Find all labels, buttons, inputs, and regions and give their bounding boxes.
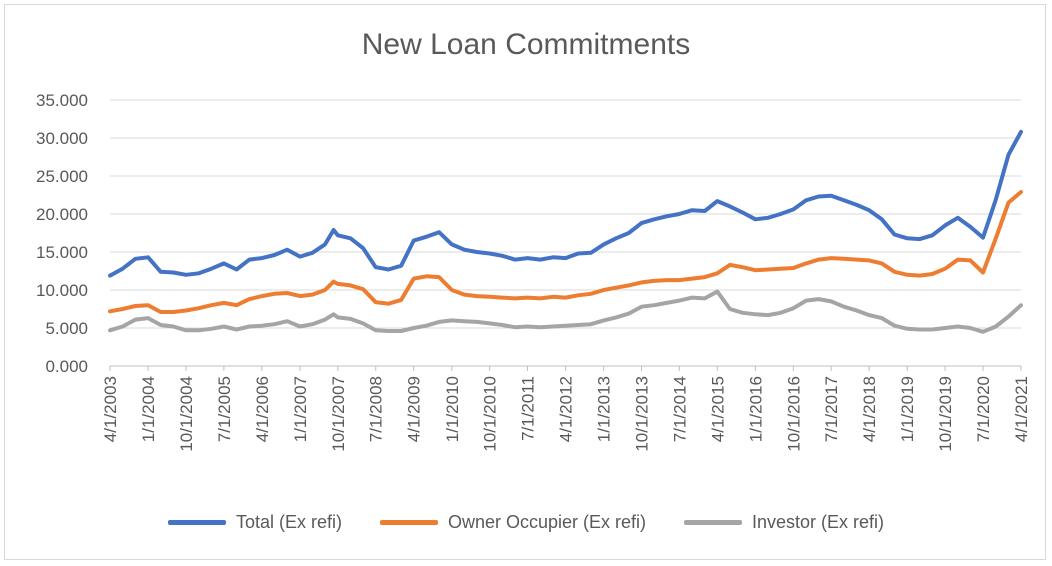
x-tick-label: 4/1/2012 [557, 376, 576, 442]
x-axis-ticks: 4/1/2003 1/1/2004 10/1/2004 7/1/2005 4/1/200… [101, 366, 1031, 452]
gridlines [110, 99, 1021, 367]
x-tick-label: 10/1/2019 [936, 376, 955, 452]
x-tick-label: 7/1/2005 [215, 376, 234, 442]
x-tick-label: 7/1/2014 [670, 376, 689, 442]
x-tick-label: 7/1/2008 [367, 376, 386, 442]
x-tick-label: 1/1/2004 [139, 376, 158, 442]
x-tick-label: 1/1/2013 [595, 376, 614, 442]
x-tick-label: 7/1/2017 [822, 376, 841, 442]
legend-label-owner-occupier: Owner Occupier (Ex refi) [447, 512, 647, 532]
legend-swatch-total [167, 520, 226, 525]
x-tick-label: 7/1/2011 [518, 376, 537, 441]
y-tick-label: 0.000 [45, 357, 88, 376]
y-tick-label: 30.000 [36, 129, 88, 148]
y-tick-label: 35.000 [36, 91, 88, 110]
legend-item-investor: Investor (Ex refi) [684, 512, 884, 533]
chart-frame [4, 4, 1046, 560]
y-tick-label: 10.000 [36, 281, 88, 300]
legend-label-investor: Investor (Ex refi) [752, 512, 885, 532]
x-tick-label: 1/1/2007 [291, 376, 310, 442]
x-tick-label: 10/1/2004 [177, 376, 196, 452]
x-tick-label: 4/1/2021 [1012, 376, 1031, 442]
legend-item-owner-occupier: Owner Occupier (Ex refi) [379, 512, 647, 533]
series-line-2 [108, 289, 1023, 334]
x-tick-label: 1/1/2016 [746, 376, 765, 442]
y-tick-label: 25.000 [36, 167, 88, 186]
legend-label-total: Total (Ex refi) [235, 512, 342, 532]
x-tick-label: 4/1/2009 [405, 376, 424, 442]
x-tick-label: 7/1/2020 [974, 376, 993, 442]
y-tick-label: 15.000 [36, 243, 88, 262]
legend-swatch-owner-occupier [379, 520, 438, 525]
x-tick-label: 1/1/2019 [898, 376, 917, 442]
x-tick-label: 10/1/2007 [329, 376, 348, 452]
x-tick-label: 4/1/2006 [253, 376, 272, 442]
x-tick-label: 10/1/2013 [632, 376, 651, 452]
x-tick-label: 10/1/2016 [784, 376, 803, 452]
series-line-0 [108, 129, 1023, 278]
chart-title: New Loan Commitments [361, 28, 691, 61]
y-tick-label: 20.000 [36, 205, 88, 224]
series-lines [108, 129, 1023, 334]
x-tick-label: 4/1/2003 [101, 376, 120, 442]
legend-item-total: Total (Ex refi) [167, 512, 342, 533]
legend: Total (Ex refi) Owner Occupier (Ex refi)… [0, 512, 1052, 533]
x-tick-label: 10/1/2010 [481, 376, 500, 452]
x-tick-label: 4/1/2015 [708, 376, 727, 442]
y-tick-label: 5.000 [45, 319, 88, 338]
x-tick-label: 1/1/2010 [443, 376, 462, 442]
y-axis-ticks: 0.000 5.000 10.000 15.000 20.000 25.000 30.000… [36, 91, 88, 376]
series-line-1 [108, 190, 1023, 314]
legend-swatch-investor [684, 520, 743, 525]
x-tick-label: 4/1/2018 [860, 376, 879, 442]
